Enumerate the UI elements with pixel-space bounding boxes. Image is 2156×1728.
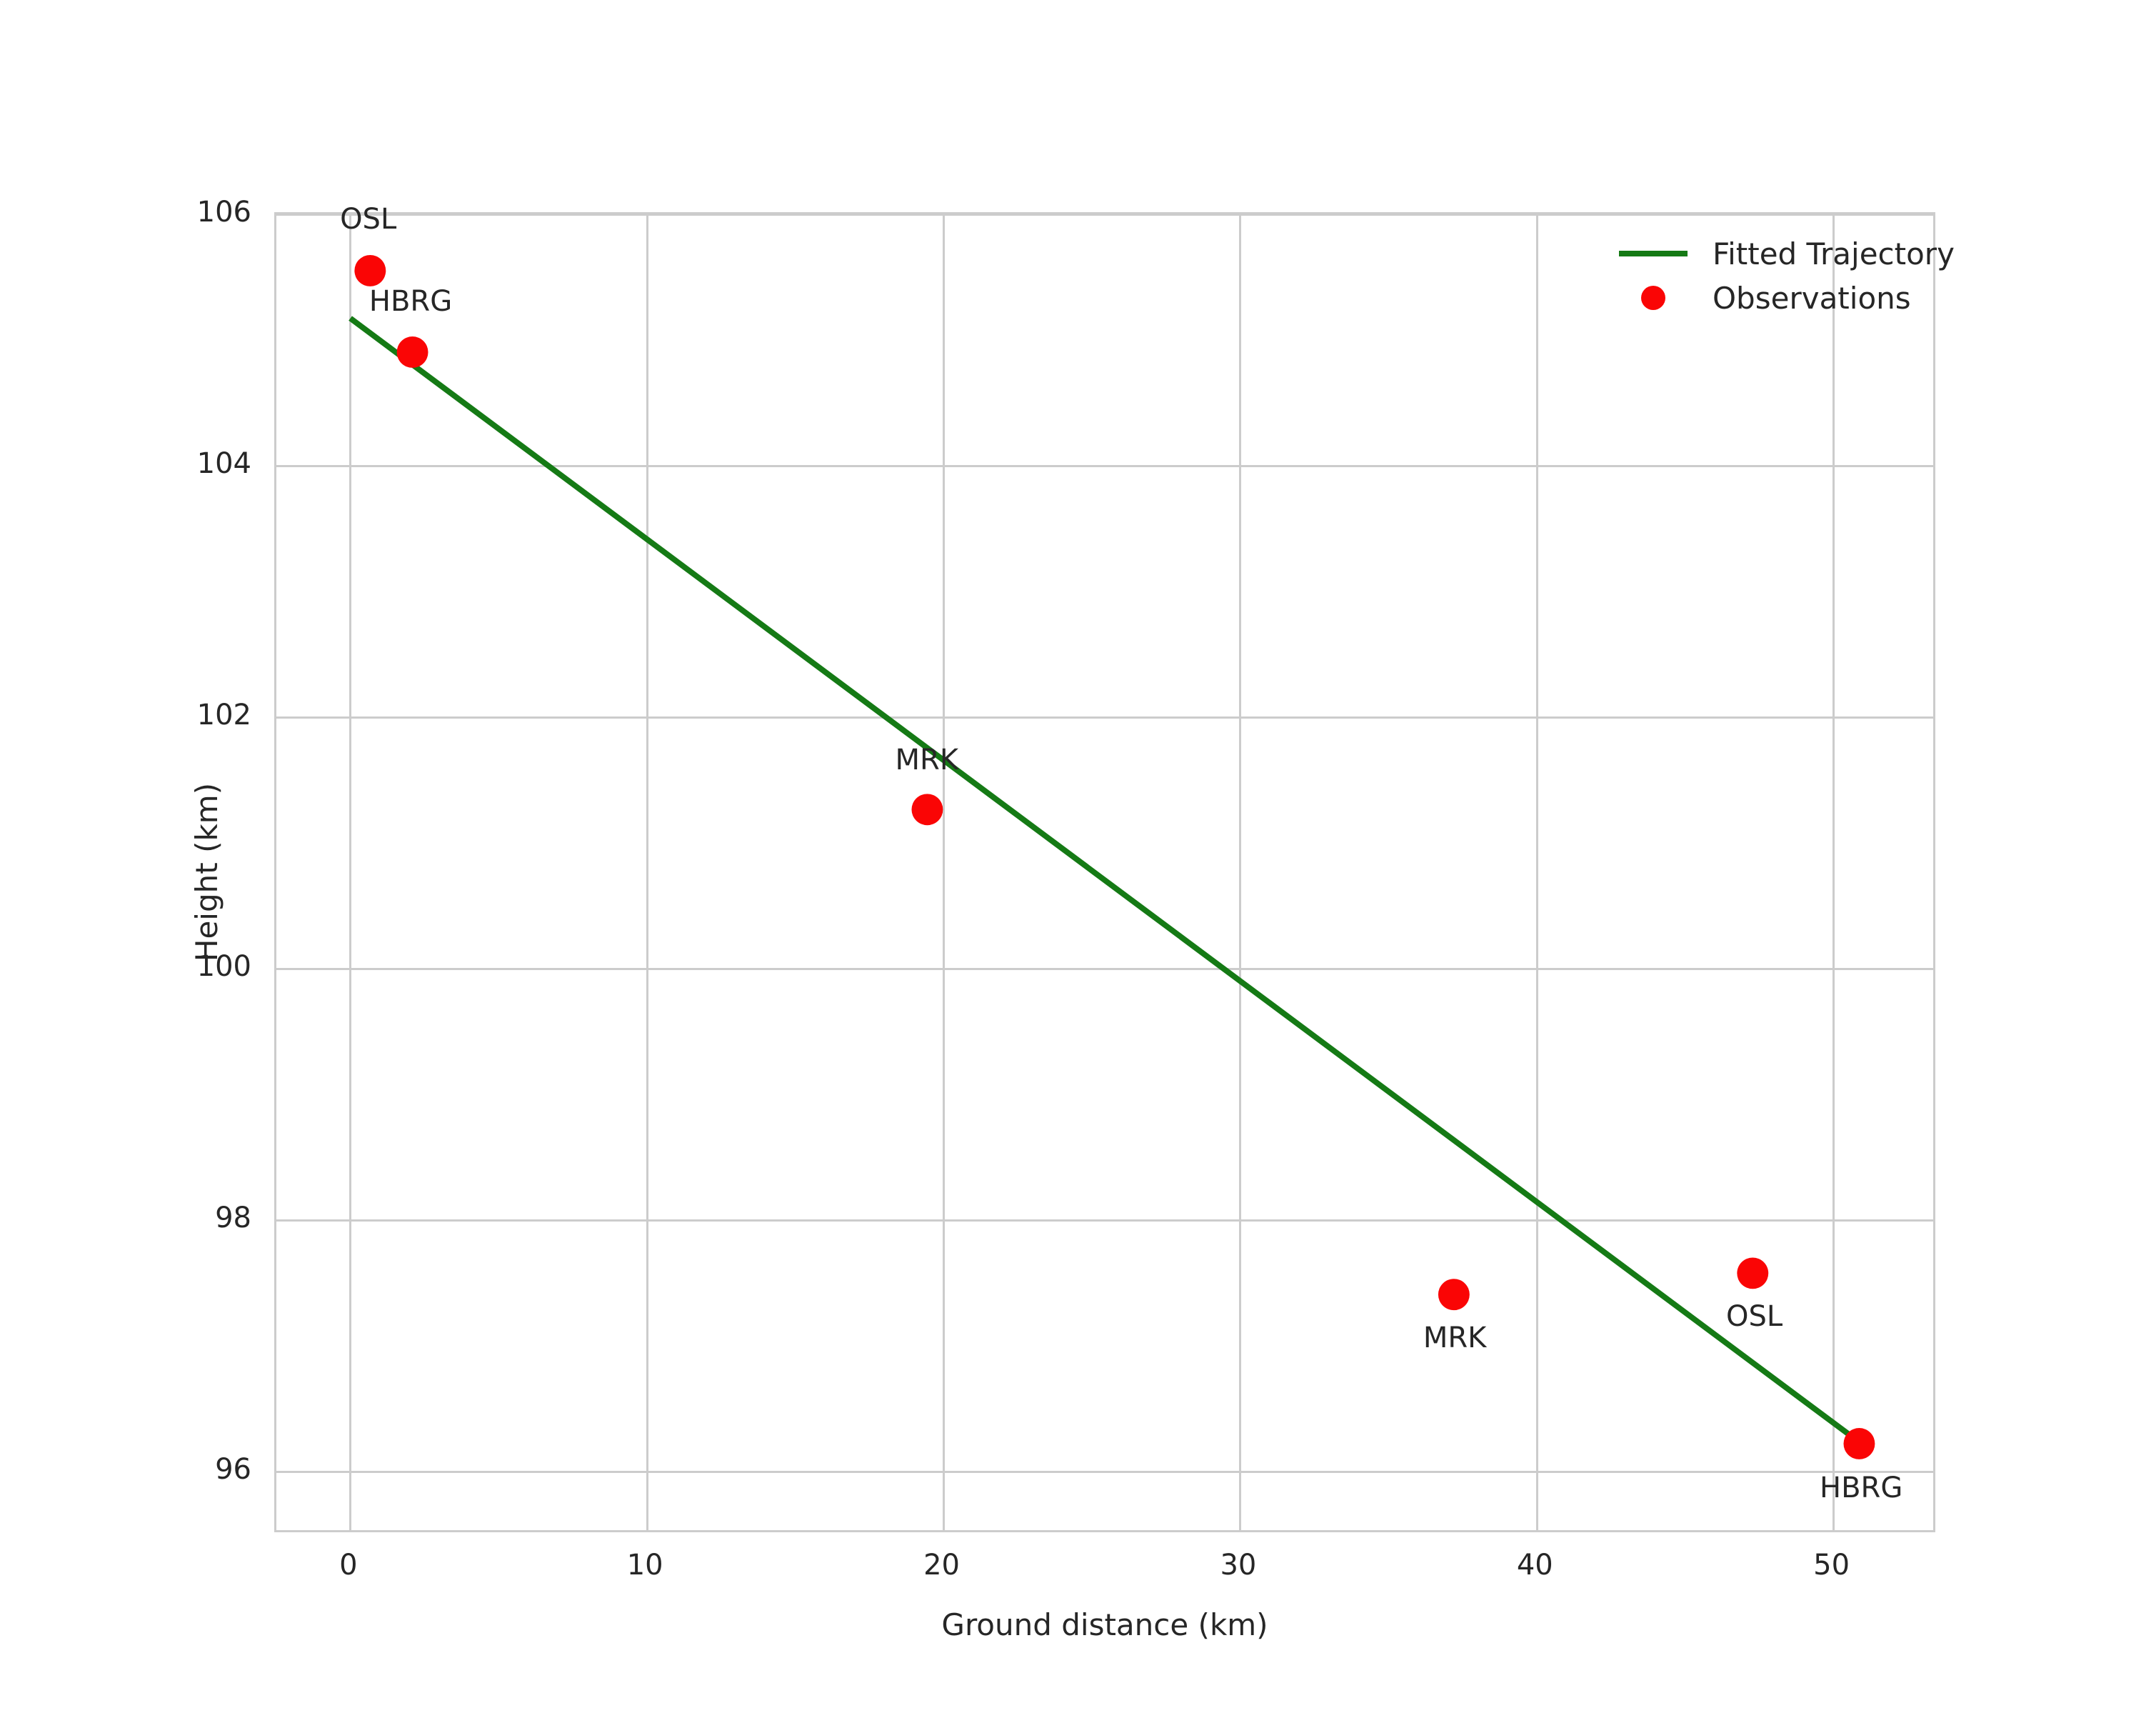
x-tick-label: 10 — [626, 1549, 663, 1582]
observation-label: HBRG — [368, 284, 453, 318]
x-tick-label: 50 — [1813, 1549, 1850, 1582]
legend-item-fitted-trajectory[interactable]: Fitted Trajectory — [1607, 231, 1955, 276]
trajectory-polyline — [349, 316, 1870, 1452]
observation-marker[interactable] — [354, 255, 386, 286]
observation-label: OSL — [340, 203, 397, 236]
observation-marker[interactable] — [1843, 1428, 1875, 1459]
dot-swatch-icon — [1607, 286, 1700, 310]
gridline-vertical — [943, 214, 946, 1530]
observation-marker[interactable] — [1737, 1257, 1769, 1289]
observation-marker[interactable] — [911, 794, 943, 826]
x-tick-label: 40 — [1516, 1549, 1553, 1582]
gridline-horizontal — [276, 1219, 1933, 1222]
y-tick-label: 106 — [196, 196, 251, 229]
y-tick-label: 96 — [215, 1453, 251, 1486]
plot-canvas — [349, 255, 1875, 1459]
observation-marker[interactable] — [1438, 1279, 1470, 1311]
gridline-vertical — [646, 214, 648, 1530]
gridline-horizontal — [276, 213, 1933, 216]
plot-area — [274, 212, 1935, 1532]
x-tick-label: 20 — [923, 1549, 960, 1582]
y-tick-label: 100 — [196, 950, 251, 983]
y-tick-label: 98 — [215, 1202, 251, 1234]
chart-legend: Fitted Trajectory Observations — [1600, 227, 1962, 324]
legend-label: Observations — [1713, 280, 1911, 316]
gridline-horizontal — [276, 1470, 1933, 1473]
x-axis-title: Ground distance (km) — [941, 1607, 1268, 1642]
y-axis-title: Height (km) — [189, 782, 224, 962]
observation-markers — [354, 255, 1875, 1459]
x-tick-label: 30 — [1220, 1549, 1257, 1582]
observation-label: MRK — [1423, 1322, 1487, 1355]
y-tick-label: 102 — [196, 699, 251, 731]
fitted-trajectory-line — [349, 316, 1870, 1452]
observation-label: MRK — [895, 744, 959, 776]
y-tick-label: 104 — [196, 447, 251, 480]
gridline-vertical — [1832, 214, 1835, 1530]
legend-item-observations[interactable]: Observations — [1607, 276, 1955, 320]
line-swatch-icon — [1607, 251, 1700, 256]
gridline-vertical — [1535, 214, 1538, 1530]
observation-label: HBRG — [1820, 1471, 1903, 1504]
gridline-vertical — [1239, 214, 1242, 1530]
legend-label: Fitted Trajectory — [1713, 236, 1955, 271]
observation-marker[interactable] — [396, 336, 428, 368]
gridline-horizontal — [276, 967, 1933, 970]
gridline-vertical — [349, 214, 352, 1530]
observation-label: OSL — [1726, 1300, 1783, 1334]
x-tick-label: 0 — [339, 1549, 358, 1582]
gridline-horizontal — [276, 716, 1933, 719]
gridline-horizontal — [276, 464, 1933, 467]
